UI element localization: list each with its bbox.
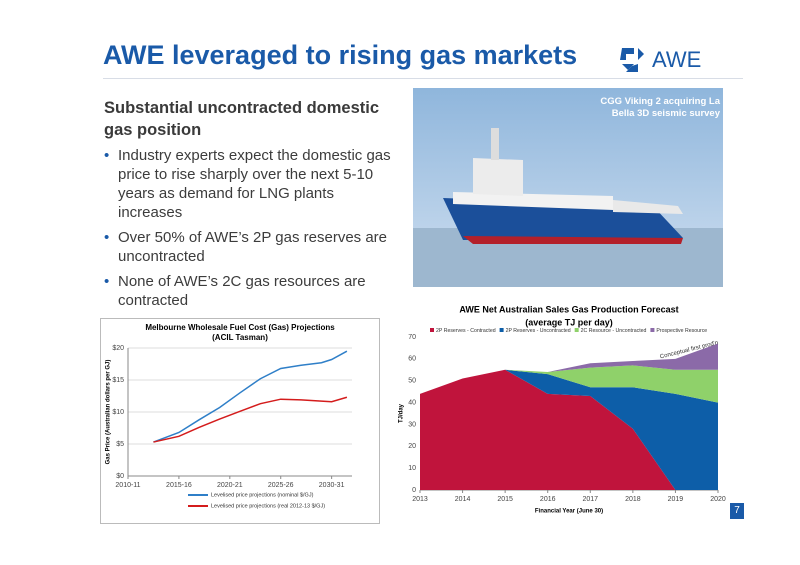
- line-series: [153, 350, 348, 443]
- plot-frame: [127, 348, 352, 477]
- y-tick-label: $5: [116, 441, 124, 448]
- y-tick-label: 30: [408, 421, 416, 428]
- logo-text: AWE: [652, 47, 701, 72]
- bullet: None of AWE’s 2C gas resources are contr…: [104, 272, 394, 310]
- bullet-list: Industry experts expect the domestic gas…: [104, 146, 394, 316]
- x-tick-label: 2018: [625, 496, 641, 503]
- area-series: [420, 365, 718, 403]
- bullet: Industry experts expect the domestic gas…: [104, 146, 394, 222]
- legend-label: 2C Resource - Uncontracted: [581, 328, 647, 334]
- x-tick-label: 2019: [668, 496, 684, 503]
- legend-label: Prospective Resource: [656, 328, 707, 334]
- chart-subtitle: (average TJ per day): [525, 317, 613, 327]
- legend-label: 2P Reserves - Uncontracted: [506, 328, 571, 334]
- slide-title: AWE leveraged to rising gas markets: [103, 40, 578, 70]
- logo: AWE: [620, 47, 701, 72]
- legend-swatch: [430, 328, 434, 332]
- photo-caption: CGG Viking 2 acquiring La Bella 3D seism…: [600, 96, 720, 119]
- y-axis-label: TJ/day: [399, 403, 405, 423]
- page-number: 7: [730, 503, 744, 519]
- legend-label: Levelised price projections (real 2012-1…: [211, 503, 325, 509]
- y-tick-label: 70: [408, 334, 416, 341]
- legend-label: Levelised price projections (nominal $/G…: [211, 492, 314, 498]
- section-heading: Substantial uncontracted domestic gas po…: [104, 99, 380, 139]
- y-tick-label: 50: [408, 378, 416, 385]
- production-chart: AWE Net Australian Sales Gas Production …: [399, 304, 726, 515]
- x-tick-label: 2010-11: [115, 482, 140, 489]
- y-tick-label: $10: [112, 409, 124, 416]
- y-tick-label: 60: [408, 356, 416, 363]
- y-axis-label: Gas Price (Australian dollars per GJ): [106, 360, 112, 465]
- area-series: [420, 343, 718, 394]
- chart-title: AWE Net Australian Sales Gas Production …: [459, 304, 678, 314]
- x-tick-label: 2020: [710, 496, 726, 503]
- x-tick-label: 2030-31: [319, 482, 345, 489]
- photo: [413, 88, 723, 287]
- x-tick-label: 2025-26: [268, 482, 294, 489]
- bullet: Over 50% of AWE’s 2P gas reserves are un…: [104, 228, 394, 266]
- legend-label: 2P Reserves - Contracted: [436, 328, 496, 334]
- y-tick-label: 20: [408, 443, 416, 450]
- y-tick-label: $20: [112, 345, 124, 352]
- x-tick-label: 2016: [540, 496, 556, 503]
- x-axis-label: Financial Year (June 30): [535, 509, 603, 515]
- y-tick-label: 10: [408, 465, 416, 472]
- x-tick-label: 2020-21: [217, 482, 243, 489]
- x-tick-label: 2015: [497, 496, 513, 503]
- title-rule: [103, 78, 743, 79]
- y-tick-label: $15: [112, 377, 124, 384]
- y-tick-label: 0: [412, 487, 416, 494]
- chart-title: Melbourne Wholesale Fuel Cost (Gas) Proj…: [145, 323, 335, 332]
- x-tick-label: 2014: [455, 496, 471, 503]
- price-chart: Melbourne Wholesale Fuel Cost (Gas) Proj…: [100, 318, 380, 524]
- area-series: [420, 369, 718, 490]
- line-series: [153, 396, 348, 443]
- legend-swatch: [499, 328, 504, 332]
- y-tick-label: 40: [408, 399, 416, 406]
- x-tick-label: 2013: [412, 496, 428, 503]
- x-tick-label: 2017: [582, 496, 598, 503]
- x-tick-label: 2015-16: [166, 482, 192, 489]
- legend-swatch: [650, 328, 655, 332]
- chart-subtitle: (ACIL Tasman): [212, 333, 268, 342]
- legend-swatch: [574, 328, 579, 332]
- y-tick-label: $0: [116, 473, 124, 480]
- area-series: [420, 369, 718, 490]
